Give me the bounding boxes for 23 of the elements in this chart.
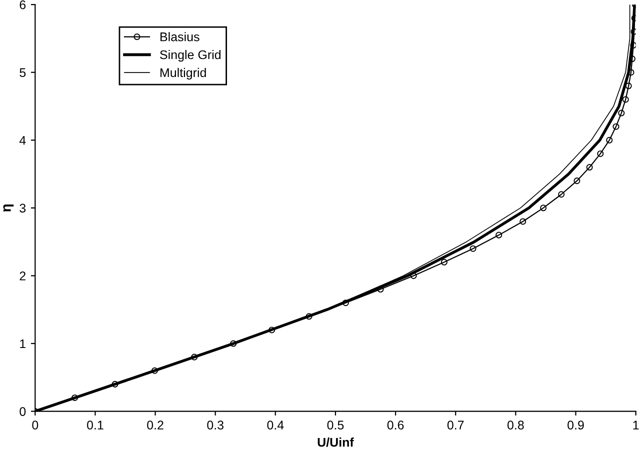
x-tick-label: 0.8 (507, 420, 524, 430)
y-tick-label: 6 (20, 0, 26, 10)
x-tick-label: 1 (633, 420, 639, 430)
legend-label: Multigrid (160, 68, 206, 80)
y-tick-label: 1 (20, 339, 26, 348)
y-tick-label: 5 (20, 68, 26, 78)
legend-label: Blasius (160, 32, 200, 42)
x-tick-label: 0.3 (207, 420, 224, 430)
x-tick-label: 0.2 (147, 420, 164, 430)
x-tick-label: 0.6 (387, 420, 404, 430)
x-tick-label: 0.4 (267, 420, 284, 430)
x-tick-label: 0.7 (447, 420, 464, 430)
y-tick-label: 3 (20, 204, 26, 213)
x-tick-label: 0.5 (327, 420, 344, 430)
x-tick-label: 0.9 (568, 420, 584, 430)
x-tick-label: 0 (32, 420, 38, 430)
y-tick-label: 4 (19, 136, 26, 145)
y-axis-title: η (3, 204, 14, 212)
y-tick-label: 2 (20, 272, 26, 280)
y-tick-label: 0 (20, 407, 26, 416)
x-tick-label: 0.1 (87, 420, 104, 430)
x-axis-title: U/Uinf (318, 438, 354, 447)
legend-label: Single Grid (160, 50, 221, 62)
